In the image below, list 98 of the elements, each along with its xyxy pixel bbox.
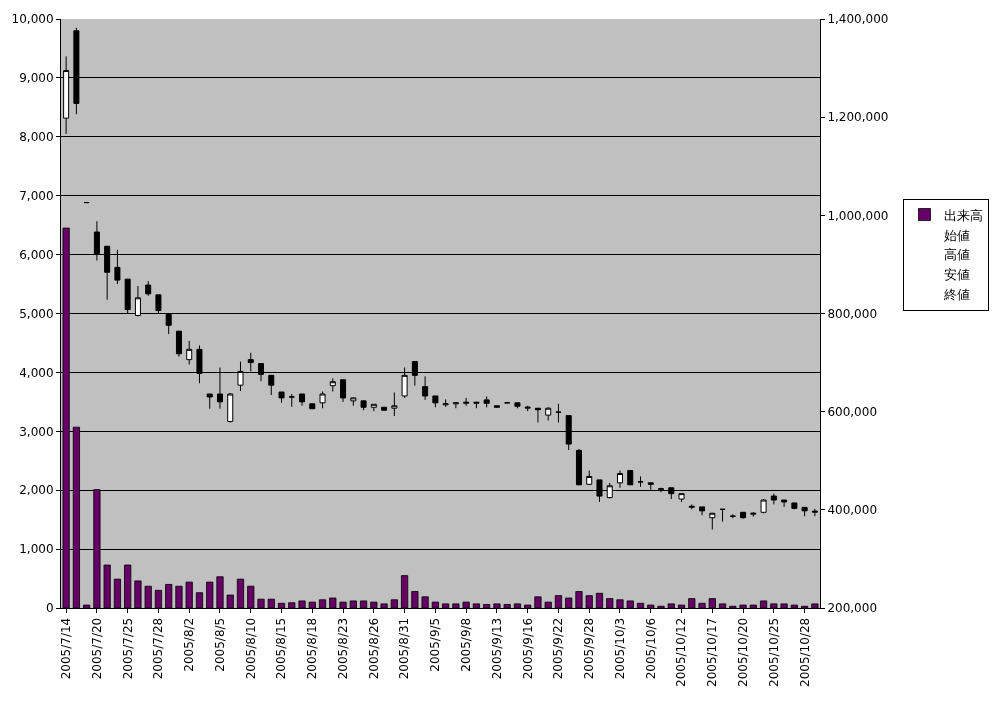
y-tick-label: 10,000 xyxy=(11,12,54,27)
candlestick xyxy=(534,407,541,423)
x-tick-label: 2005/10/20 xyxy=(735,617,750,687)
x-tick-label: 2005/7/20 xyxy=(89,617,104,680)
y-tick-label: 8,000 xyxy=(19,130,54,144)
x-tick-label: 2005/9/8 xyxy=(459,617,474,672)
candlestick xyxy=(391,392,398,417)
y-tick-label: 4,000 xyxy=(19,365,54,380)
y-tick-label: 2,000 xyxy=(19,483,54,498)
candlestick xyxy=(432,395,439,408)
candlestick xyxy=(811,508,818,517)
candlestick xyxy=(350,396,357,407)
candlestick xyxy=(299,393,306,407)
candlestick xyxy=(186,340,193,366)
x-tick-label: 2005/10/6 xyxy=(643,617,658,680)
y-tick-label: 0 xyxy=(45,601,54,616)
candlestick xyxy=(586,470,593,486)
candlestick xyxy=(770,493,777,505)
candlestick xyxy=(678,493,685,503)
x-tick-label: 2005/10/12 xyxy=(674,617,689,687)
x-tick-label: 2005/8/23 xyxy=(335,617,350,680)
x-tick-label: 2005/7/28 xyxy=(151,617,166,680)
candlestick xyxy=(729,513,736,519)
candlestick xyxy=(760,498,767,514)
candlestick xyxy=(555,403,562,423)
candlestick xyxy=(288,393,295,408)
candlestick xyxy=(801,506,808,517)
candlestick xyxy=(616,470,624,489)
legend-label: 出来高 xyxy=(944,207,984,223)
candlestick xyxy=(719,508,726,523)
x-tick-label: 2005/8/2 xyxy=(182,617,197,672)
candlestick xyxy=(524,405,531,412)
text: 終値 xyxy=(943,287,971,303)
candlestick xyxy=(781,499,788,508)
candlestick xyxy=(709,512,716,530)
candlestick xyxy=(309,403,316,410)
y-tick-label: 7,000 xyxy=(19,188,54,203)
candlestick xyxy=(422,375,429,401)
x-tick-label: 2005/10/25 xyxy=(766,617,781,687)
candlestick xyxy=(442,398,449,408)
candlestick xyxy=(740,511,747,520)
x-tick-label: 2005/8/15 xyxy=(274,617,289,680)
candlestick xyxy=(463,397,470,407)
candlestick xyxy=(483,395,490,408)
candlestick xyxy=(688,503,695,510)
y2-tick-label: 400,000 xyxy=(827,503,878,518)
text: 始値 xyxy=(944,227,971,243)
x-tick-label: 2005/9/13 xyxy=(489,617,504,680)
candlestick xyxy=(329,377,336,393)
candlestick xyxy=(627,470,634,486)
x-tick-label: 2005/10/28 xyxy=(797,617,812,687)
candlestick xyxy=(268,374,275,396)
candlestick xyxy=(514,402,521,409)
candlestick xyxy=(452,402,459,409)
y-tick-label: 5,000 xyxy=(19,306,54,321)
candlestick xyxy=(381,406,388,411)
candlestick xyxy=(206,393,213,410)
candlestick xyxy=(278,391,285,404)
y-tick-label: 3,000 xyxy=(19,424,54,439)
candlestick xyxy=(370,403,377,412)
x-tick-label: 2005/9/22 xyxy=(551,617,566,680)
candlestick xyxy=(750,511,757,518)
candlestick xyxy=(319,391,326,409)
y2-tick-label: 600,000 xyxy=(827,404,878,419)
y2-tick-label: 1,400,000 xyxy=(827,12,889,27)
candlestick xyxy=(545,406,552,421)
y2-tick-label: 1,000,000 xyxy=(827,208,889,223)
y2-tick-label: 800,000 xyxy=(827,306,878,321)
candlestick xyxy=(575,448,582,486)
candlestick xyxy=(145,280,152,297)
candlestick xyxy=(360,400,367,411)
x-tick-label: 2005/9/28 xyxy=(582,617,597,680)
candlestick xyxy=(473,401,480,409)
x-tick-label: 2005/9/16 xyxy=(520,617,535,680)
y2-tick-label: 200,000 xyxy=(827,601,878,616)
x-tick-label: 2005/9/5 xyxy=(428,617,443,672)
y-tick-label: 9,000 xyxy=(19,71,54,86)
candlestick xyxy=(791,502,798,510)
y-tick-label: 6,000 xyxy=(19,247,54,262)
candlestick xyxy=(175,330,182,358)
x-tick-label: 2005/7/14 xyxy=(59,617,74,680)
y2-tick-label: 1,200,000 xyxy=(827,110,889,125)
text: 高値 xyxy=(944,247,971,263)
x-tick-label: 2005/8/18 xyxy=(305,617,320,680)
x-tick-label: 2005/10/17 xyxy=(705,617,720,687)
x-tick-label: 2005/8/5 xyxy=(212,617,227,672)
candlestick xyxy=(637,475,644,488)
x-tick-label: 2005/8/10 xyxy=(243,617,258,680)
candlestick xyxy=(493,405,500,408)
candlestick xyxy=(340,379,347,403)
x-tick-label: 2005/8/26 xyxy=(366,617,381,680)
x-tick-label: 2005/10/3 xyxy=(612,617,627,680)
x-tick-label: 2005/7/25 xyxy=(120,617,135,680)
candlestick xyxy=(227,392,234,423)
y-tick-label: 1,000 xyxy=(19,542,54,557)
candlestick xyxy=(699,506,706,516)
x-tick-label: 2005/8/31 xyxy=(397,617,412,680)
text: 安値 xyxy=(944,267,971,283)
